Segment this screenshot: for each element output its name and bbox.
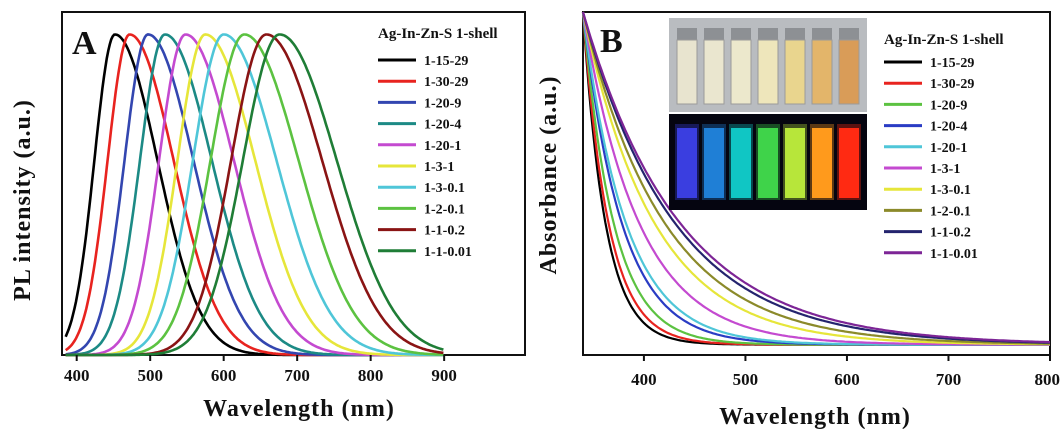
panel-b-legend-label: 1-1-0.2 [930,226,971,241]
inset-vial-uv [677,128,697,198]
panel-b-series-1-1-0.2 [581,11,1050,344]
panel-b-inset-photo [669,18,867,210]
panel-b-ylabel: Absorbance (a.u.) [536,75,562,274]
inset-vial-cap [677,28,697,40]
panel-b-legend-label: 1-1-0.01 [930,247,978,262]
panel-a-xtick-label: 500 [137,366,163,385]
inset-vial-daylight [757,39,779,105]
panel-b-legend-label: 1-2-0.1 [930,204,971,219]
panel-a-series-1-1-0.01 [65,33,444,357]
panel-b-legend-label: 1-15-29 [930,56,974,71]
panel-b-ticks: 400 500 600 700 800 [631,355,1060,389]
panel-a-xtick-label: 400 [64,366,90,385]
panel-a-legend-label: 1-2-0.1 [424,202,465,217]
inset-vial-cap [785,28,805,40]
inset-vial-uv [812,128,832,198]
panel-a-xtick-label: 600 [211,366,237,385]
panel-a-curves [64,33,444,357]
panel-b-legend-title: Ag-In-Zn-S 1-shell [884,32,1004,48]
panel-b-xtick-label: 500 [733,370,759,389]
panel-a-ticks: 400 500 600 700 800 900 [64,355,457,385]
panel-b-legend-label: 1-3-1 [930,162,960,177]
inset-vial-cap [731,28,751,40]
panel-b-legend-label: 1-20-9 [930,98,967,113]
panel-b-legend-label: 1-20-4 [930,120,967,135]
panel-a-legend-label: 1-15-29 [424,54,468,69]
panel-b: 400 500 600 700 800 B Wavelength (nm) Absorb… [536,11,1060,429]
inset-vial-uv [785,128,805,198]
panel-a-xlabel: Wavelength (nm) [203,396,395,422]
inset-vial-daylight [784,39,806,105]
panel-b-curves [581,11,1051,346]
panel-a-xtick-label: 800 [358,366,384,385]
inset-vial-daylight [703,39,725,105]
panel-b-series-1-3-0.1 [581,11,1050,346]
panel-b-xtick-label: 400 [631,370,657,389]
panel-a-legend-label: 1-30-29 [424,75,468,90]
panel-b-xtick-label: 800 [1035,370,1061,389]
inset-vial-daylight [811,39,833,105]
panel-a-xtick-label: 700 [284,366,310,385]
inset-vial-cap [812,28,832,40]
panel-b-letter: B [600,23,623,60]
inset-vial-cap [839,28,859,40]
panel-a-legend-title: Ag-In-Zn-S 1-shell [378,26,498,42]
panel-b-xtick-label: 700 [936,370,962,389]
panel-a-legend-label: 1-20-1 [424,139,461,154]
panel-a: 400 500 600 700 800 900 A Wavelength (nm) PL … [10,11,526,422]
inset-vial-uv [758,128,778,198]
inset-vial-uv [839,128,859,198]
panel-a-legend-label: 1-20-4 [424,118,461,133]
panel-a-legend-label: 1-1-0.2 [424,224,465,239]
inset-vial-cap [704,28,724,40]
inset-vial-uv [704,128,724,198]
panel-b-xtick-label: 600 [834,370,860,389]
panel-a-series-1-3-1 [65,33,444,357]
inset-vial-daylight [676,39,698,105]
panel-a-legend-label: 1-20-9 [424,96,461,111]
panel-b-series-1-1-0.01 [581,11,1051,344]
panel-a-letter: A [72,25,97,62]
panel-a-legend-label: 1-3-0.1 [424,181,465,196]
inset-vial-daylight [730,39,752,105]
panel-a-legend-label: 1-3-1 [424,160,454,175]
panel-b-plot-frame [582,11,1051,356]
panel-b-legend-label: 1-3-0.1 [930,183,971,198]
inset-vial-uv [731,128,751,198]
panel-a-ylabel: PL intensity (a.u.) [10,99,36,301]
panel-b-legend-label: 1-30-29 [930,77,974,92]
inset-vial-cap [758,28,778,40]
panel-b-legend: 1-15-29 1-30-29 1-20-9 1-20-4 1-20-1 1-3-1 1-3… [884,56,978,262]
panel-a-legend-label: 1-1-0.01 [424,245,472,260]
panel-b-xlabel: Wavelength (nm) [719,404,911,429]
inset-vial-daylight [838,39,860,105]
panel-b-legend-label: 1-20-1 [930,141,967,156]
panel-a-xtick-label: 900 [431,366,457,385]
panel-a-legend: 1-15-29 1-30-29 1-20-9 1-20-4 1-20-1 1-3-1 1-3… [378,54,472,260]
panel-a-series-1-3-0.1 [65,33,444,357]
panel-b-series-1-2-0.1 [581,11,1051,345]
